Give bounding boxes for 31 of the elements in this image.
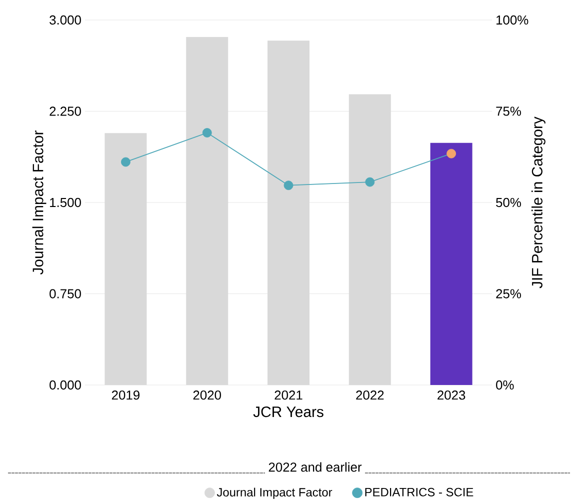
bar (104, 133, 147, 385)
point (121, 157, 130, 167)
y2-tick-label: 75% (496, 106, 521, 116)
y-tick-label: 0.000 (50, 380, 81, 390)
x-tick-label: 2020 (193, 390, 221, 400)
y2-tick-label: 100% (496, 15, 528, 25)
point (365, 177, 375, 187)
y-tick-label: 0.750 (50, 289, 81, 298)
legend-label: PEDIATRICS - SCIE (365, 488, 474, 496)
legend-label: Journal Impact Factor (216, 488, 332, 499)
y-axis-title: Journal Impact Factor (32, 130, 46, 275)
y-tick-label: 3.000 (50, 15, 81, 25)
x-tick-label: 2022 (356, 390, 384, 400)
y2-tick-label: 25% (496, 289, 521, 298)
y2-tick-label: 50% (496, 198, 521, 208)
y2-axis-title: JIF Percentile in Category (531, 116, 546, 288)
y-tick-label: 1.500 (50, 198, 81, 208)
bar (268, 40, 310, 385)
x-axis-title: JCR Years (253, 406, 324, 418)
x-tick-label: 2021 (274, 390, 302, 400)
x-tick-label: 2023 (438, 390, 466, 400)
text: 2022 and earlier (268, 462, 362, 472)
bar (186, 37, 228, 385)
point (284, 180, 294, 190)
bar (430, 142, 472, 385)
y-tick-label: 2.250 (50, 106, 81, 116)
bar (348, 94, 391, 385)
x-tick-label: 2019 (112, 390, 140, 400)
y2-tick-label: 0% (496, 380, 514, 390)
point (202, 128, 212, 138)
point (446, 148, 456, 158)
